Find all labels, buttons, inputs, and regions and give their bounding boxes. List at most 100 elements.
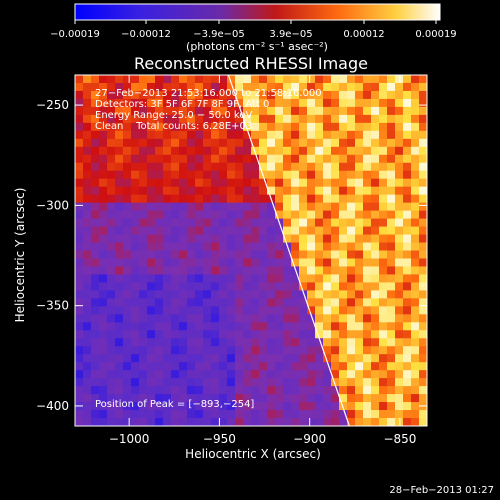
heatmap-cell [131, 362, 140, 371]
heatmap-cell [387, 106, 396, 116]
heatmap-cell [203, 226, 212, 235]
heatmap-cell [227, 386, 236, 395]
heatmap-cell [251, 178, 260, 188]
heatmap-cell [211, 290, 220, 299]
heatmap-cell [283, 154, 292, 164]
heatmap-cell [227, 178, 236, 188]
heatmap-cell [395, 130, 404, 140]
heatmap-cell [299, 106, 308, 116]
heatmap-cell [211, 346, 220, 355]
heatmap-cell [259, 402, 268, 411]
heatmap-cell [267, 130, 276, 140]
heatmap-cell [75, 90, 84, 100]
heatmap-cell [203, 274, 212, 283]
heatmap-cell [307, 266, 316, 275]
heatmap-cell [387, 234, 396, 243]
heatmap-cell [155, 298, 164, 307]
heatmap-cell [75, 410, 84, 419]
heatmap-cell [363, 298, 372, 307]
heatmap-cell [355, 290, 364, 299]
heatmap-cell [291, 202, 300, 212]
heatmap-cell [211, 258, 220, 267]
heatmap-cell [99, 298, 108, 307]
heatmap-cell [331, 114, 340, 124]
heatmap-cell [251, 106, 260, 116]
heatmap-cell [307, 298, 316, 307]
heatmap-cell [99, 250, 108, 259]
heatmap-cell [115, 234, 124, 243]
heatmap-cell [211, 386, 220, 395]
heatmap-cell [83, 130, 92, 140]
heatmap-cell [91, 202, 100, 212]
heatmap-cell [339, 226, 348, 235]
heatmap-cell [235, 250, 244, 259]
heatmap-cell [203, 290, 212, 299]
heatmap-cell [99, 354, 108, 363]
heatmap-cell [299, 242, 308, 251]
heatmap-cell [203, 354, 212, 363]
heatmap-cell [331, 250, 340, 259]
heatmap-cell [275, 170, 284, 180]
heatmap-cell [139, 314, 148, 323]
heatmap-cell [267, 386, 276, 395]
heatmap-cell [155, 322, 164, 331]
heatmap-cell [267, 306, 276, 315]
heatmap-cell [75, 298, 84, 307]
heatmap-cell [179, 146, 188, 156]
heatmap-cell [227, 346, 236, 355]
heatmap-cell [395, 178, 404, 188]
heatmap-cell [139, 234, 148, 243]
heatmap-cell [395, 194, 404, 204]
heatmap-cell [363, 274, 372, 283]
heatmap-cell [315, 130, 324, 140]
heatmap-cell [139, 138, 148, 148]
heatmap-cell [179, 298, 188, 307]
heatmap-cell [99, 306, 108, 315]
heatmap-cell [243, 226, 252, 235]
heatmap-cell [331, 338, 340, 347]
heatmap-cell [107, 338, 116, 347]
heatmap-cell [379, 226, 388, 235]
heatmap-cell [411, 258, 420, 267]
heatmap-cell [211, 218, 220, 227]
heatmap-cell [291, 386, 300, 395]
heatmap-cell [163, 290, 172, 299]
heatmap-cell [179, 82, 188, 92]
heatmap-cell [83, 90, 92, 100]
heatmap-cell [123, 162, 132, 172]
heatmap-cell [115, 146, 124, 156]
heatmap-cell [331, 290, 340, 299]
heatmap-cell [299, 298, 308, 307]
heatmap-cell [307, 362, 316, 371]
heatmap-cell [99, 258, 108, 267]
heatmap-cell [267, 202, 276, 212]
heatmap-cell [275, 330, 284, 339]
heatmap-cell [355, 298, 364, 307]
heatmap-cell [323, 130, 332, 140]
heatmap-cell [115, 226, 124, 235]
heatmap-cell [291, 138, 300, 148]
heatmap-cell [131, 418, 140, 426]
heatmap-cell [139, 410, 148, 419]
heatmap-cell [403, 354, 412, 363]
heatmap-cell [259, 202, 268, 212]
heatmap-cell [339, 282, 348, 291]
heatmap-cell [123, 418, 132, 426]
heatmap-cell [187, 290, 196, 299]
heatmap-cell [115, 242, 124, 251]
heatmap-cell [307, 410, 316, 419]
heatmap-cell [291, 354, 300, 363]
heatmap-cell [307, 282, 316, 291]
heatmap-cell [395, 218, 404, 227]
heatmap-cell [91, 75, 100, 84]
heatmap-cell [163, 178, 172, 188]
heatmap-cell [419, 138, 427, 148]
heatmap-cell [155, 314, 164, 323]
heatmap-cell [187, 75, 196, 84]
heatmap-cell [419, 338, 427, 347]
heatmap-cell [99, 90, 108, 100]
heatmap-cell [195, 250, 204, 259]
heatmap-cell [123, 178, 132, 188]
heatmap-cell [139, 330, 148, 339]
heatmap-cell [99, 378, 108, 387]
